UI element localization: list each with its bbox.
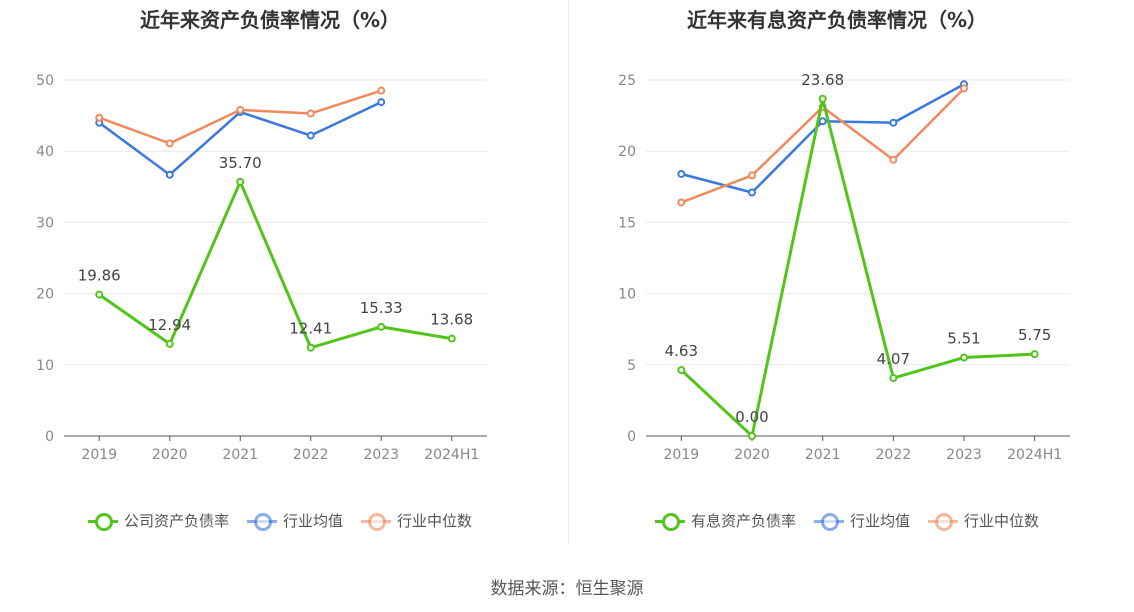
data-label: 5.75: [1018, 326, 1051, 344]
y-tick-label: 0: [627, 429, 636, 445]
y-tick-label: 20: [618, 144, 636, 160]
data-point-orange: [377, 86, 386, 95]
x-tick-label: 2019: [81, 447, 117, 463]
x-tick-label: 2021: [805, 447, 841, 463]
data-point-blue: [818, 117, 827, 126]
right-chart-legend: 有息资产负债率 行业均值 行业中位数: [567, 510, 1127, 531]
legend-label: 行业均值: [282, 512, 343, 530]
y-tick-label: 5: [627, 358, 636, 374]
data-point-orange: [748, 171, 756, 180]
data-point-blue: [165, 170, 174, 179]
left-chart-legend: 公司资产负债率 行业均值 行业中位数: [0, 510, 560, 531]
data-label: 13.68: [430, 311, 473, 329]
y-tick-label: 15: [618, 215, 636, 231]
y-tick-label: 0: [45, 429, 54, 445]
legend-item[interactable]: 行业中位数: [361, 510, 472, 531]
data-point-blue: [889, 118, 898, 127]
data-point-orange: [306, 109, 315, 118]
data-label: 4.07: [877, 350, 910, 368]
legend-label: 有息资产负债率: [690, 512, 796, 530]
legend-item[interactable]: 有息资产负债率: [654, 510, 796, 531]
legend-item[interactable]: 行业均值: [813, 510, 910, 531]
panel-divider: [568, 0, 569, 545]
data-point-green: [236, 177, 245, 186]
x-tick-label: 2021: [222, 447, 258, 463]
data-point-green: [748, 432, 756, 440]
data-point-blue: [306, 131, 315, 140]
y-tick-label: 50: [36, 73, 54, 89]
data-label: 35.70: [219, 154, 262, 172]
x-tick-label: 2020: [734, 447, 770, 463]
y-tick-label: 20: [36, 287, 54, 303]
legend-marker-icon: [87, 512, 118, 531]
right-chart-plot: 0 5 10 15 20 25 2019 2020 2021 2022 2023 2024H1 4.63…: [618, 71, 1070, 463]
legend-marker-icon: [246, 512, 277, 531]
data-label: 19.86: [78, 267, 121, 285]
data-point-orange: [677, 198, 686, 207]
x-tick-label: 2022: [876, 447, 912, 463]
data-point-green: [960, 353, 968, 362]
data-point-blue: [748, 188, 756, 197]
data-point-green: [447, 334, 456, 343]
legend-marker-icon: [654, 512, 685, 531]
data-point-green: [889, 374, 898, 383]
data-label: 12.94: [148, 316, 191, 334]
data-point-blue: [677, 169, 686, 178]
data-label: 12.41: [289, 320, 332, 338]
x-tick-label: 2023: [946, 447, 982, 463]
y-tick-label: 40: [36, 144, 54, 160]
series-line-green: [680, 97, 1035, 438]
right-chart-title: 近年来有息资产负债率情况（%）: [686, 8, 988, 32]
x-tick-label: 2024H1: [1007, 447, 1062, 463]
data-point-green: [377, 322, 386, 331]
legend-item[interactable]: 行业中位数: [928, 510, 1039, 531]
data-point-green: [677, 366, 686, 375]
y-tick-label: 30: [36, 215, 54, 231]
x-tick-label: 2019: [664, 447, 700, 463]
legend-item[interactable]: 行业均值: [246, 510, 343, 531]
y-tick-label: 25: [618, 73, 636, 89]
x-tick-label: 2023: [363, 447, 399, 463]
series-line-green: [98, 180, 452, 350]
left-chart-plot: 0 10 20 30 40 50 2019 2020 2021 2022 2023 2024H1 19.…: [36, 73, 487, 463]
data-label: 0.00: [735, 408, 768, 426]
right-chart-panel: 近年来有息资产负债率情况（%） 0 5 10 15 20 25 2019 2020 2021 20…: [567, 0, 1134, 560]
legend-item[interactable]: 公司资产负债率: [87, 510, 229, 531]
data-label: 5.51: [947, 330, 980, 348]
data-point-green: [95, 290, 104, 299]
legend-label: 行业均值: [849, 512, 910, 530]
legend-label: 行业中位数: [964, 512, 1040, 530]
data-point-green: [306, 343, 315, 352]
data-point-green: [165, 339, 174, 348]
data-point-orange: [236, 105, 245, 114]
data-point-orange: [889, 155, 898, 164]
legend-label: 行业中位数: [397, 512, 473, 530]
data-label: 4.63: [665, 342, 698, 360]
series-line-orange: [98, 89, 382, 145]
data-source-note: 数据来源：恒生聚源: [490, 579, 644, 599]
left-chart-title: 近年来资产负债率情况（%）: [139, 8, 401, 32]
legend-marker-icon: [361, 512, 391, 531]
data-label: 23.68: [801, 71, 844, 89]
legend-marker-icon: [928, 512, 958, 531]
y-tick-label: 10: [618, 287, 636, 303]
data-point-orange: [165, 139, 174, 148]
data-point-green: [1030, 350, 1039, 359]
y-tick-label: 10: [36, 358, 54, 374]
data-label: 15.33: [360, 299, 403, 317]
legend-marker-icon: [813, 512, 844, 531]
x-tick-label: 2020: [152, 447, 188, 463]
x-tick-label: 2022: [293, 447, 329, 463]
legend-label: 公司资产负债率: [123, 512, 229, 530]
x-tick-label: 2024H1: [424, 447, 479, 463]
data-point-green: [818, 94, 827, 103]
left-chart-panel: 近年来资产负债率情况（%） 0 10 20 30 40 50 2019 2020 2021 202…: [0, 0, 567, 560]
data-point-blue: [377, 98, 386, 107]
data-point-orange: [95, 113, 104, 122]
data-point-orange: [960, 84, 968, 93]
